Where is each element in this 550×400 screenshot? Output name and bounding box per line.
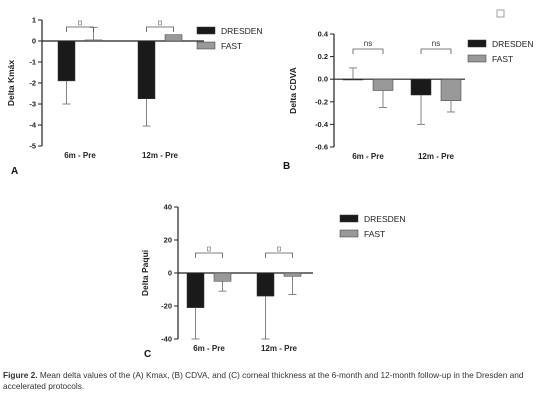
significance-bracket xyxy=(195,252,223,258)
figure-caption: Figure 2. Mean delta values of the (A) K… xyxy=(3,370,548,392)
y-axis-label: Delta CDVA xyxy=(288,67,298,114)
panel-label: C xyxy=(144,349,151,360)
significance-glyph-icon xyxy=(207,246,211,252)
figure-canvas: 1 0 -1 -2 -3 -4 -5 Delta Kmáx 6m - Pre 12m - Pre D… xyxy=(6,9,534,361)
chart-c: 40 20 0 -20 -40 Delta Paqui 6m - Pre 12m - Pre D… xyxy=(140,203,406,361)
y-tick-label: -0.4 xyxy=(315,120,329,129)
legend-label-dresden: DRESDEN xyxy=(364,214,406,224)
y-tick-label: -3 xyxy=(29,100,36,109)
y-tick-label: -2 xyxy=(29,79,36,88)
legend-swatch-fast xyxy=(196,41,216,50)
y-tick-label: 0 xyxy=(32,37,36,46)
significance-glyph-icon xyxy=(78,20,82,26)
significance-bracket xyxy=(420,48,452,54)
x-tick-label: 12m - Pre xyxy=(418,152,455,161)
bar-fast-1 xyxy=(213,272,232,282)
y-axis-label: Delta Paqui xyxy=(140,250,150,296)
y-tick-label: 0.4 xyxy=(318,30,329,39)
bar-fast-2 xyxy=(164,34,183,42)
bar-dresden-2 xyxy=(137,40,156,99)
y-tick-label: -0.2 xyxy=(315,97,328,106)
legend-swatch-fast xyxy=(467,54,487,63)
bar-fast-2 xyxy=(440,78,462,101)
x-tick-label: 6m - Pre xyxy=(352,152,384,161)
corner-box-icon xyxy=(496,9,505,18)
bar-fast-2 xyxy=(283,272,302,277)
y-tick-label: -4 xyxy=(29,121,36,130)
y-tick-label: -5 xyxy=(29,142,36,151)
y-tick-label: -20 xyxy=(161,302,172,311)
y-tick-label: -1 xyxy=(29,58,36,67)
y-tick-label: 0.2 xyxy=(318,52,328,61)
y-tick-label: 40 xyxy=(164,203,172,212)
legend-label-dresden: DRESDEN xyxy=(492,39,534,49)
x-tick-label: 6m - Pre xyxy=(193,344,225,353)
x-tick-label: 6m - Pre xyxy=(64,151,96,160)
significance-label: ns xyxy=(364,39,372,48)
y-tick-label: 0 xyxy=(168,269,172,278)
significance-bracket xyxy=(265,252,293,258)
bar-fast-1 xyxy=(372,78,394,91)
y-tick-label: -40 xyxy=(161,335,172,344)
significance-bracket xyxy=(352,48,384,54)
x-tick-label: 12m - Pre xyxy=(142,151,179,160)
legend-swatch-dresden xyxy=(196,26,216,35)
bar-dresden-1 xyxy=(342,78,364,81)
bar-dresden-1 xyxy=(186,272,205,308)
chart-b: 0.4 0.2 0.0 -0.2 -0.4 -0.6 Delta CDVA 6m - Pre n… xyxy=(283,30,534,173)
y-tick-label: 0.0 xyxy=(318,75,328,84)
panel-label: A xyxy=(11,166,18,177)
chart-a: 1 0 -1 -2 -3 -4 -5 Delta Kmáx 6m - Pre 12m - Pre D… xyxy=(6,16,263,178)
legend-label-fast: FAST xyxy=(364,229,385,239)
y-tick-label: -0.6 xyxy=(315,143,328,152)
legend-label-fast: FAST xyxy=(492,54,513,64)
legend-swatch-dresden xyxy=(339,214,359,223)
bar-fast-1 xyxy=(84,39,103,42)
bar-dresden-2 xyxy=(256,272,275,297)
significance-bracket xyxy=(146,26,174,32)
x-tick-label: 12m - Pre xyxy=(261,344,298,353)
bar-dresden-2 xyxy=(410,78,432,96)
significance-glyph-icon xyxy=(277,246,281,252)
significance-glyph-icon xyxy=(158,20,162,26)
significance-label: ns xyxy=(432,39,440,48)
y-tick-label: 1 xyxy=(32,16,36,25)
panel-label: B xyxy=(283,161,290,172)
y-tick-label: 20 xyxy=(164,236,172,245)
legend-label-dresden: DRESDEN xyxy=(221,26,263,36)
caption-text: Mean delta values of the (A) Kmax, (B) C… xyxy=(3,370,524,391)
bar-dresden-1 xyxy=(57,40,76,82)
caption-label: Figure 2. xyxy=(3,370,38,380)
legend-swatch-dresden xyxy=(467,39,487,48)
significance-bracket xyxy=(66,26,94,32)
legend-swatch-fast xyxy=(339,229,359,238)
y-axis-label: Delta Kmáx xyxy=(6,60,16,107)
legend-label-fast: FAST xyxy=(221,41,242,51)
